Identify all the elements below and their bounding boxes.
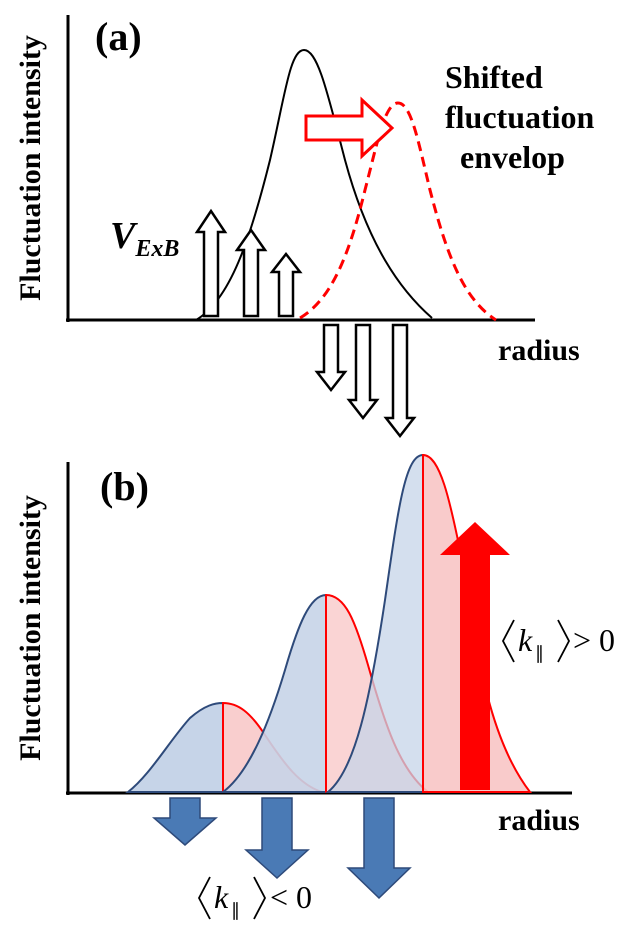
svg-text:k: k <box>518 622 533 658</box>
hump-1-blue-half <box>125 701 224 793</box>
vexb-down-arrow-2-icon <box>346 323 380 421</box>
svg-text:> 0: > 0 <box>573 622 615 658</box>
svg-text:∥: ∥ <box>535 643 544 663</box>
kpar-negative-arrow-2-icon <box>244 797 310 880</box>
panel-a-y-label: Fluctuation intensity <box>14 35 47 301</box>
vexb-up-arrow-3-icon <box>269 251 303 318</box>
kpar-negative-arrow-1-icon <box>151 797 219 846</box>
shifted-label-line3: envelop <box>460 139 565 175</box>
original-fluctuation-envelope <box>195 48 433 321</box>
vexb-down-arrow-3-icon <box>383 323 417 439</box>
panel-b-x-label: radius <box>498 804 580 837</box>
panel-b-label: (b) <box>100 464 149 509</box>
svg-text:∥: ∥ <box>231 900 240 920</box>
vexb-up-arrow-1-icon <box>194 208 228 318</box>
shift-arrow-icon <box>304 96 395 160</box>
kpar-negative-label: k ∥ < 0 <box>197 876 312 920</box>
panel-b-y-label: Fluctuation intensity <box>14 495 47 761</box>
hump-3-blue-half <box>325 453 424 793</box>
panel-a-x-label: radius <box>498 334 580 367</box>
kpar-positive-label: k ∥ > 0 <box>501 619 615 663</box>
hump-2-blue-half <box>219 593 327 793</box>
svg-text:k: k <box>214 879 229 915</box>
svg-text:< 0: < 0 <box>270 879 312 915</box>
shifted-label-line1: Shifted <box>445 59 543 95</box>
panel-a: Fluctuation intensity (a) radius Shifted… <box>14 14 595 439</box>
shifted-label-line2: fluctuation <box>445 99 595 135</box>
panel-b: Fluctuation intensity (b) radius k ∥ > 0 <box>14 453 615 920</box>
vexb-label: VExB <box>110 215 179 262</box>
kpar-negative-arrow-3-icon <box>346 797 412 900</box>
panel-a-label: (a) <box>95 14 142 59</box>
kpar-positive-arrow-icon <box>440 522 510 790</box>
vexb-up-arrow-2-icon <box>234 227 268 318</box>
shifted-fluctuation-envelope <box>299 101 497 322</box>
vexb-down-arrow-1-icon <box>314 323 348 393</box>
